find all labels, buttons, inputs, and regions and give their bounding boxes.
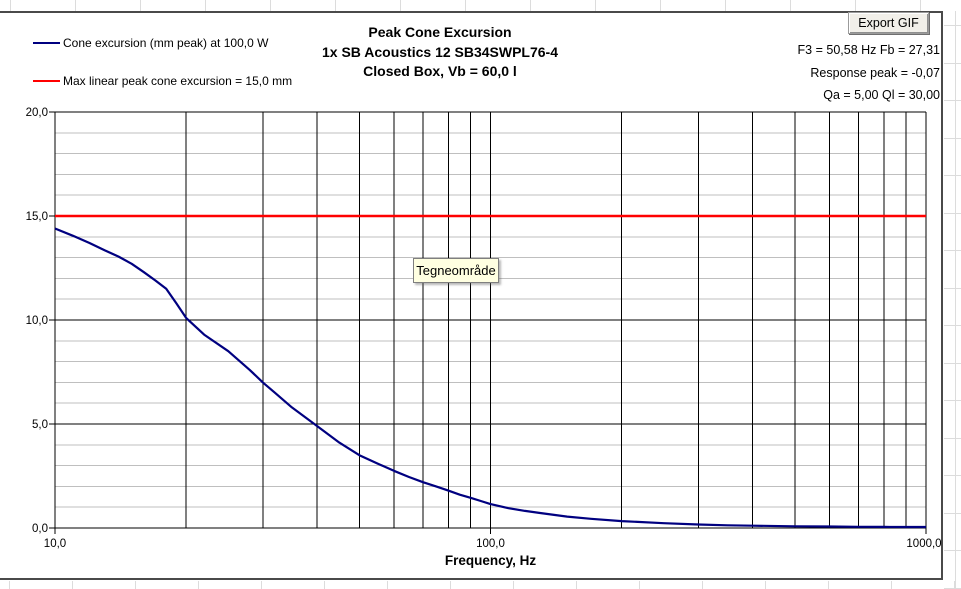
- sheet-gridline: [944, 587, 961, 589]
- sheet-gridline: [955, 11, 956, 589]
- sheet-gridline: [465, 0, 466, 11]
- sheet-gridline: [450, 581, 451, 589]
- x-tick-label: 10,0: [44, 538, 66, 550]
- sheet-gridline: [660, 0, 661, 11]
- sheet-gridline: [944, 475, 961, 476]
- plot-area-tooltip: Tegneområde: [413, 258, 499, 283]
- cone-excursion-curve: [54, 227, 926, 529]
- sheet-gridline: [954, 581, 955, 589]
- sheet-gridline: [944, 25, 961, 26]
- sheet-gridline: [72, 581, 73, 589]
- sheet-gridline: [261, 581, 262, 589]
- chart-title: Peak Cone Excursion 1x SB Acoustics 12 S…: [140, 23, 740, 82]
- x-tick-label: 100,0: [476, 538, 505, 550]
- sheet-gridline: [944, 400, 961, 401]
- sheet-gridline: [9, 581, 10, 589]
- sheet-gridline: [944, 100, 961, 101]
- sheet-gridline: [725, 0, 726, 11]
- sheet-gridline: [944, 550, 961, 551]
- sheet-gridline: [702, 581, 703, 589]
- chart-title-line-1: Peak Cone Excursion: [368, 24, 512, 40]
- sheet-gridline: [828, 581, 829, 589]
- y-tick-label: 5,0: [32, 419, 48, 431]
- y-tick-label: 20,0: [26, 107, 48, 119]
- sheet-gridline: [891, 581, 892, 589]
- sheet-gridline: [324, 581, 325, 589]
- sheet-gridline: [135, 581, 136, 589]
- chart-title-line-3: Closed Box, Vb = 60,0 l: [363, 63, 517, 79]
- sheet-gridline: [595, 0, 596, 11]
- sheet-gridline: [530, 0, 531, 11]
- x-axis-title: Frequency, Hz: [445, 553, 537, 568]
- legend-line-sample-red: [33, 80, 60, 82]
- chart-object: [0, 11, 943, 580]
- sheet-gridline: [335, 0, 336, 11]
- chart-title-line-2: 1x SB Acoustics 12 SB34SWPL76-4: [321, 43, 559, 60]
- sheet-gridline: [944, 437, 961, 439]
- y-tick-label: 15,0: [26, 211, 48, 223]
- sheet-gridline: [400, 0, 401, 11]
- sheet-gridline: [944, 175, 961, 176]
- legend-line-sample-navy: [33, 42, 60, 44]
- sheet-gridline: [855, 0, 856, 11]
- sheet-gridline: [944, 250, 961, 251]
- y-tick-label: 0,0: [32, 523, 48, 535]
- sheet-gridline: [198, 581, 199, 589]
- legend-item-max-excursion: Max linear peak cone excursion = 15,0 mm: [33, 74, 292, 88]
- stat-qa-ql: Qa = 5,00 Ql = 30,00: [823, 88, 940, 102]
- sheet-gridline: [513, 581, 514, 589]
- sheet-gridline: [75, 0, 76, 11]
- sheet-gridline: [387, 581, 388, 589]
- x-tick-label: 1000,0: [906, 538, 941, 550]
- sheet-gridline: [10, 0, 11, 11]
- sheet-gridline: [944, 137, 961, 139]
- sheet-gridline: [790, 0, 791, 11]
- sheet-gridline: [576, 581, 577, 589]
- sheet-gridline: [944, 512, 961, 514]
- sheet-gridline: [920, 0, 921, 11]
- sheet-gridline: [944, 362, 961, 364]
- sheet-gridline: [944, 287, 961, 289]
- legend-label: Max linear peak cone excursion = 15,0 mm: [63, 74, 293, 88]
- sheet-gridline: [765, 581, 766, 589]
- stat-f3-fb: F3 = 50,58 Hz Fb = 27,31: [797, 43, 940, 56]
- sheet-gridline: [140, 0, 141, 11]
- export-gif-button[interactable]: Export GIF: [848, 12, 929, 34]
- sheet-gridline: [639, 581, 640, 589]
- sheet-gridline: [944, 62, 961, 64]
- legend-label: Cone excursion (mm peak) at 100,0 W: [63, 36, 269, 50]
- plot-area[interactable]: [55, 112, 926, 528]
- legend-item-cone-excursion: Cone excursion (mm peak) at 100,0 W: [33, 36, 268, 50]
- sheet-gridline: [205, 0, 206, 11]
- sheet-gridline: [944, 325, 961, 326]
- y-tick-label: 10,0: [26, 315, 48, 327]
- sheet-gridline: [944, 212, 961, 214]
- stat-response-peak: Response peak = -0,07: [810, 66, 940, 80]
- sheet-gridline: [270, 0, 271, 11]
